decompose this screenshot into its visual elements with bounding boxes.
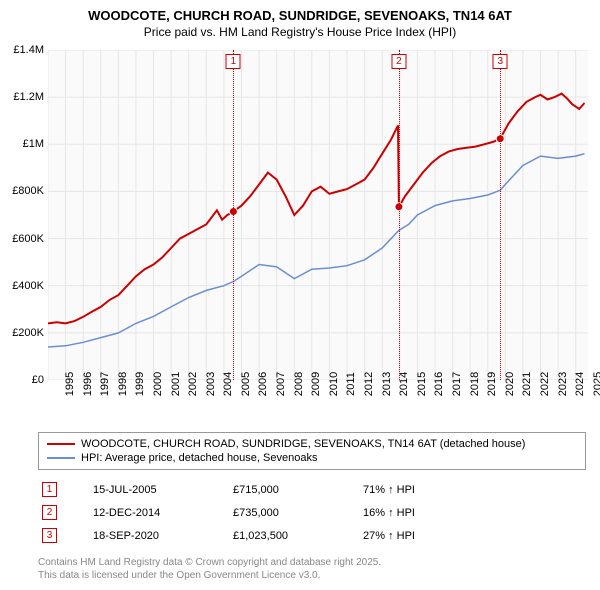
y-tick-label: £1M — [23, 138, 44, 150]
legend-label: WOODCOTE, CHURCH ROAD, SUNDRIDGE, SEVENO… — [81, 438, 525, 450]
marker-vline — [399, 50, 400, 380]
chart-title: WOODCOTE, CHURCH ROAD, SUNDRIDGE, SEVENO… — [0, 0, 600, 25]
marker-badge-on-chart: 1 — [226, 54, 241, 69]
marker-pct: 71% ↑ HPI — [363, 484, 415, 496]
legend-swatch — [47, 443, 75, 445]
marker-date: 12-DEC-2014 — [93, 507, 233, 519]
marker-date: 18-SEP-2020 — [93, 530, 233, 542]
marker-table-row: 2 12-DEC-2014£735,00016% ↑ HPI — [38, 501, 586, 524]
y-tick-label: £600K — [12, 233, 44, 245]
markers-table: 1 15-JUL-2005£715,00071% ↑ HPI 2 12-DEC-201… — [38, 478, 586, 547]
legend-row: WOODCOTE, CHURCH ROAD, SUNDRIDGE, SEVENO… — [47, 437, 577, 451]
y-tick-label: £1.4M — [13, 44, 44, 56]
marker-badge: 1 — [42, 482, 57, 497]
marker-table-row: 1 15-JUL-2005£715,00071% ↑ HPI — [38, 478, 586, 501]
y-tick-label: £1.2M — [13, 91, 44, 103]
y-tick-label: £0 — [32, 374, 44, 386]
marker-table-row: 3 18-SEP-2020£1,023,50027% ↑ HPI — [38, 524, 586, 547]
marker-price: £735,000 — [233, 507, 363, 519]
x-tick-label: 2025 — [576, 372, 600, 396]
marker-pct: 27% ↑ HPI — [363, 530, 415, 542]
marker-vline — [500, 50, 501, 380]
marker-price: £1,023,500 — [233, 530, 363, 542]
footnote-line1: Contains HM Land Registry data © Crown c… — [38, 556, 381, 569]
footnote-line2: This data is licensed under the Open Gov… — [38, 569, 381, 582]
marker-price: £715,000 — [233, 484, 363, 496]
footnote: Contains HM Land Registry data © Crown c… — [38, 556, 381, 582]
y-tick-label: £800K — [12, 185, 44, 197]
legend: WOODCOTE, CHURCH ROAD, SUNDRIDGE, SEVENO… — [38, 432, 586, 470]
marker-vline — [233, 50, 234, 380]
marker-badge-on-chart: 3 — [493, 54, 508, 69]
y-tick-label: £200K — [12, 327, 44, 339]
y-tick-label: £400K — [12, 280, 44, 292]
chart-subtitle: Price paid vs. HM Land Registry's House … — [0, 25, 600, 43]
marker-date: 15-JUL-2005 — [93, 484, 233, 496]
legend-swatch — [47, 457, 75, 459]
marker-pct: 16% ↑ HPI — [363, 507, 415, 519]
marker-badge: 2 — [42, 505, 57, 520]
marker-badge-on-chart: 2 — [391, 54, 406, 69]
chart-plot-area: £0£200K£400K£600K£800K£1M£1.2M£1.4M 1995… — [48, 50, 588, 380]
chart-container: WOODCOTE, CHURCH ROAD, SUNDRIDGE, SEVENO… — [0, 0, 600, 590]
legend-row: HPI: Average price, detached house, Seve… — [47, 451, 577, 465]
marker-badge: 3 — [42, 528, 57, 543]
legend-label: HPI: Average price, detached house, Seve… — [81, 452, 317, 464]
chart-svg — [48, 50, 588, 380]
